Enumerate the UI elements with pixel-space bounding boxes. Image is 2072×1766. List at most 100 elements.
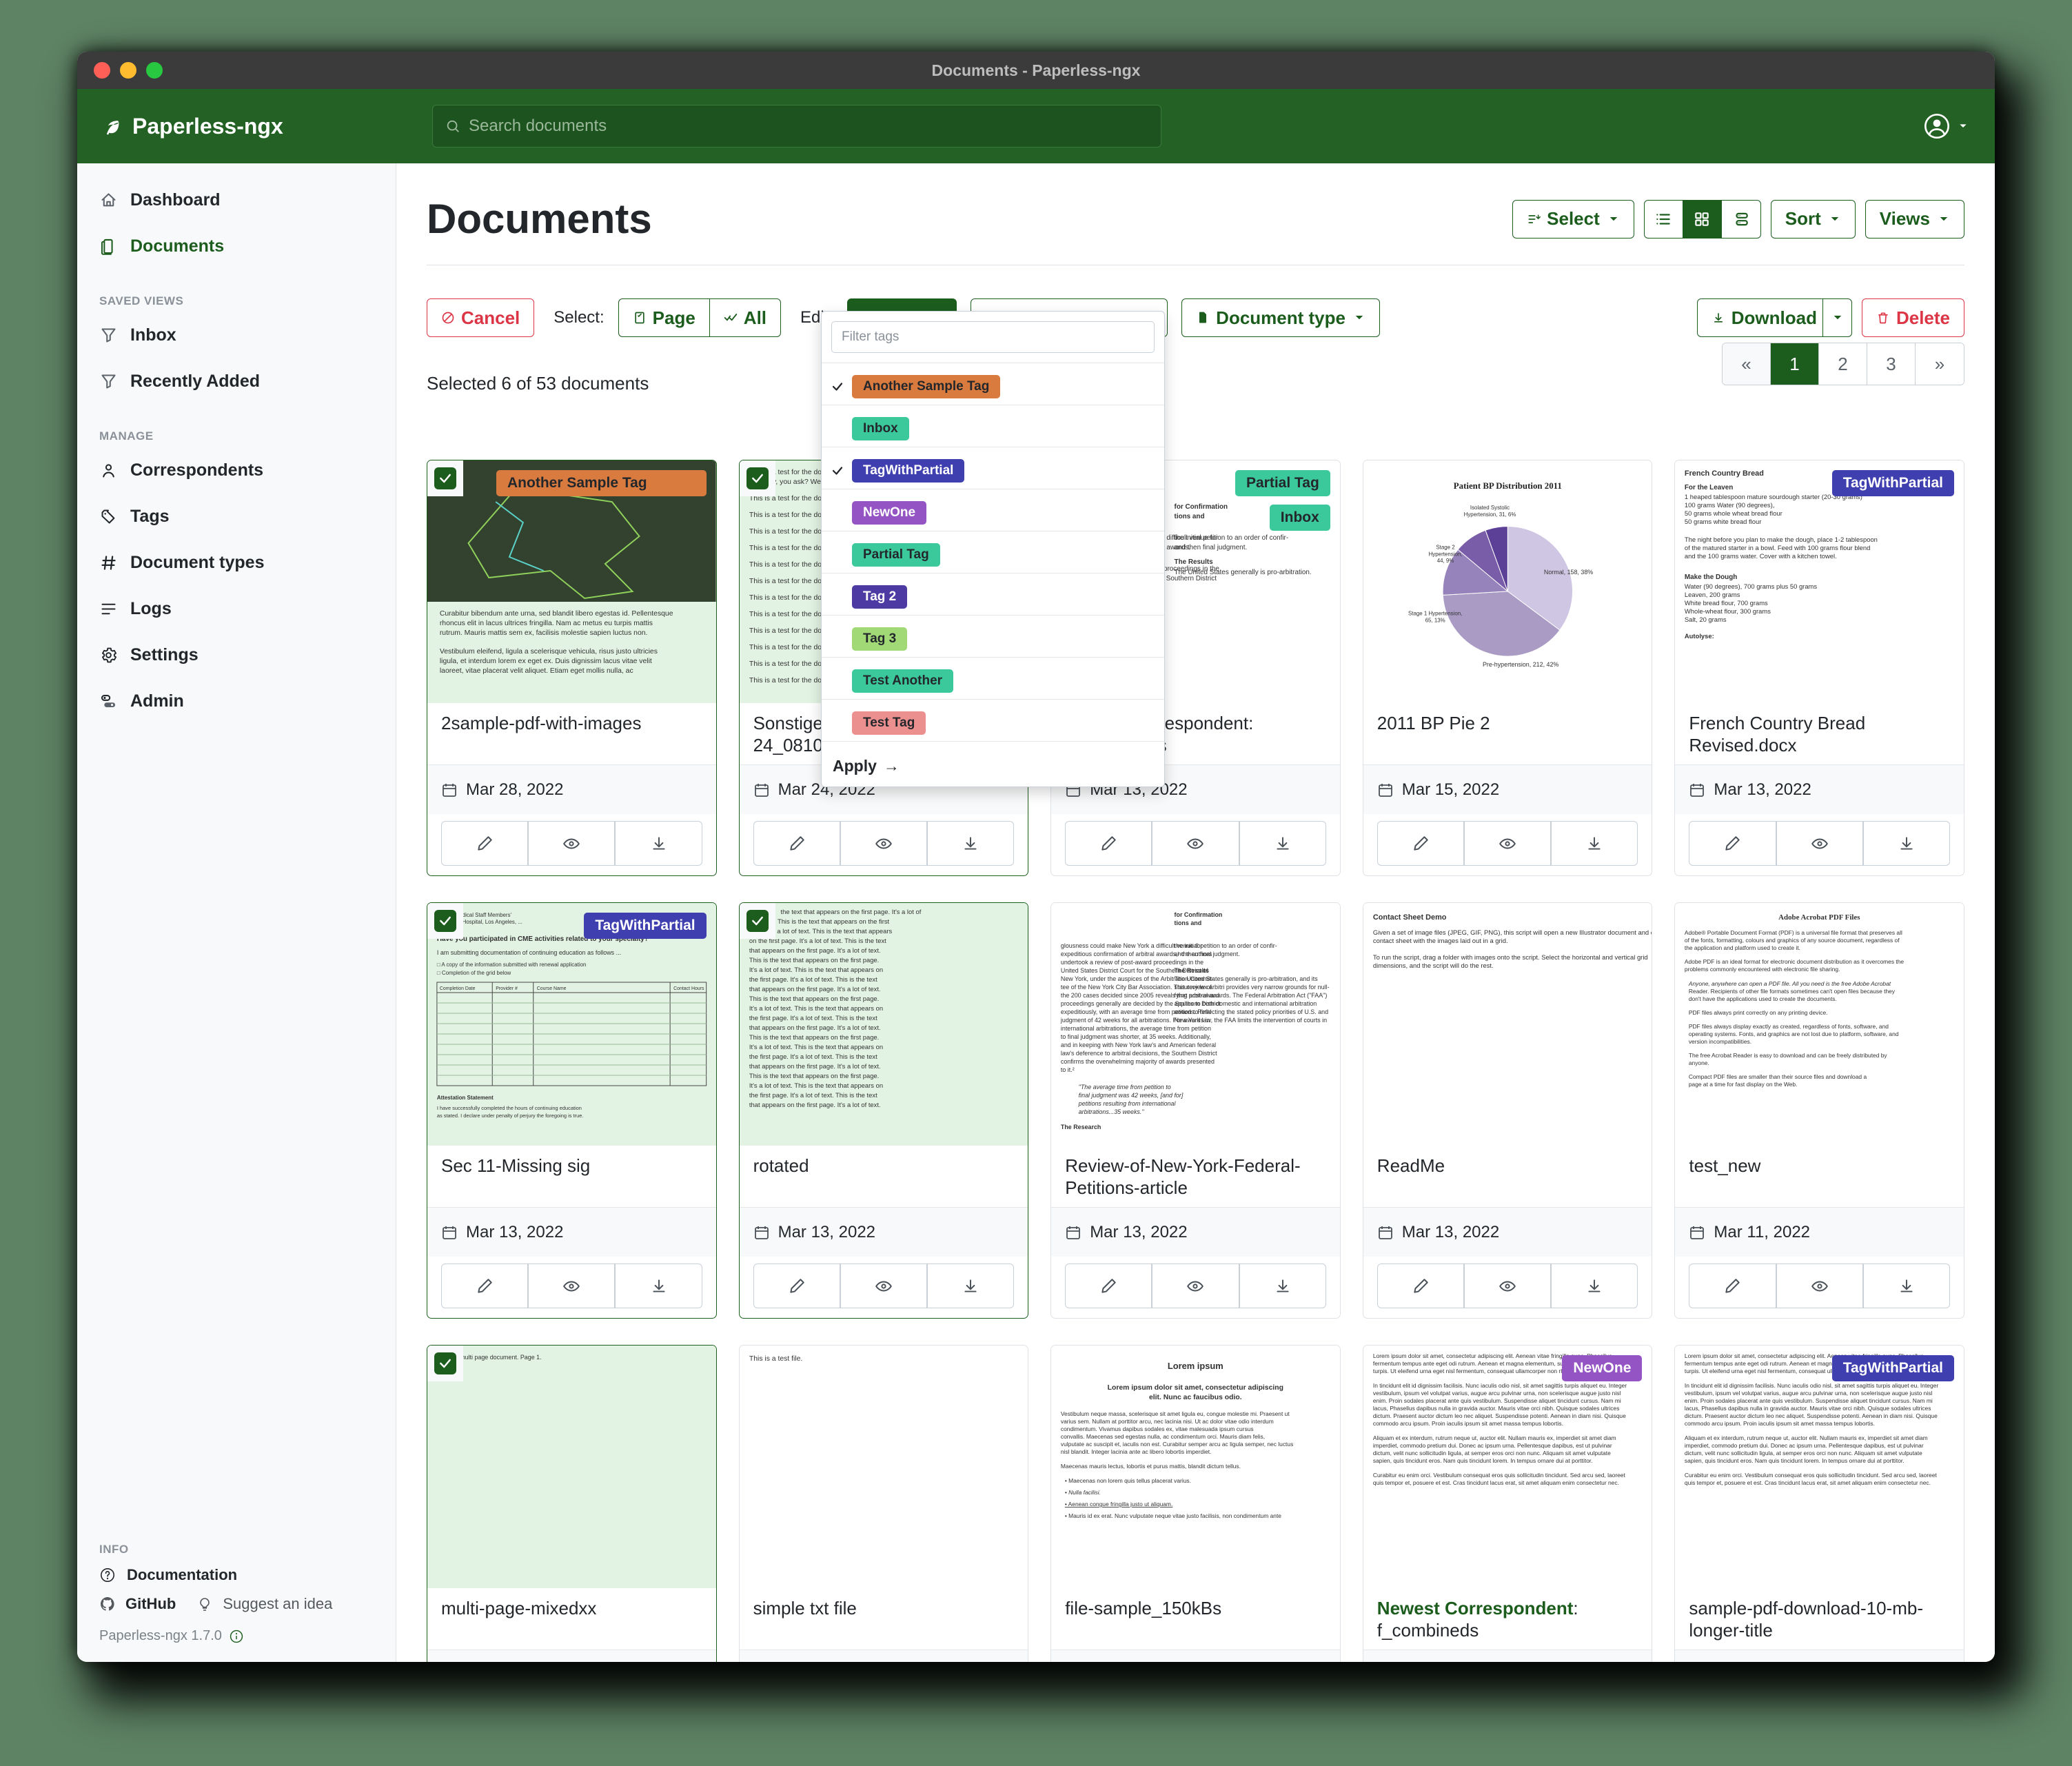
svg-text:Contact Sheet Demo: Contact Sheet Demo [1373,913,1447,922]
svg-text:and the 100 grams water. Cover: and the 100 grams water. Cover with a ki… [1685,553,1837,560]
svg-text:Aliquam et ex interdum, rutrum: Aliquam et ex interdum, rutrum neque ut,… [1685,1434,1928,1441]
svg-text:Autolyse:: Autolyse: [1685,633,1714,640]
svg-text:Pre-hypertension, 212, 42%: Pre-hypertension, 212, 42% [1483,661,1558,668]
svg-text:Hypertension, 31, 6%: Hypertension, 31, 6% [1463,511,1516,518]
svg-text:the text that appears on the f: the text that appears on the first page.… [780,909,921,916]
svg-text:enim. Proin sodales placerat a: enim. Proin sodales placerat ante quis v… [1373,1397,1621,1404]
svg-text:Anyone, anywhere can open a PD: Anyone, anywhere can open a PDF file. Al… [1688,980,1891,987]
svg-text:I have successfully completed: I have successfully completed the hours … [437,1105,582,1111]
svg-text:PDF files always display exact: PDF files always display exactly as crea… [1689,1023,1889,1030]
svg-text:It's a lot of text. This is th: It's a lot of text. This is the text tha… [749,1005,882,1013]
svg-text:To run the script, drag a fold: To run the script, drag a folder with im… [1373,954,1648,962]
svg-text:confirms the overwhelming majo: confirms the overwhelming majority of aw… [1061,1058,1215,1065]
svg-text:Make the Dough: Make the Dough [1685,574,1737,581]
svg-text:rutrum. Mauris mattis sem ex,: rutrum. Mauris mattis sem ex, facilisis … [440,629,648,637]
svg-text:applies to both domestic and i: applies to both domestic and internation… [1175,1000,1317,1007]
svg-text:French Country Bread: French Country Bread [1685,469,1764,478]
svg-text:Curabitur eu enim orci. Vestib: Curabitur eu enim orci. Vestibulum conse… [1685,1472,1938,1479]
svg-text:commodo arcu ipsum. Proin iacu: commodo arcu ipsum. Proin iaculis ipsum … [1373,1420,1563,1427]
svg-text:The free Acrobat Reader is eas: The free Acrobat Reader is easy to downl… [1689,1052,1888,1059]
svg-text:Curabitur eu enim orci. Vestib: Curabitur eu enim orci. Vestibulum conse… [1373,1472,1626,1479]
svg-text:elit. Nunc ac faucibus odio.: elit. Nunc ac faucibus odio. [1149,1394,1242,1401]
svg-text:fying arbitral awards. The Fed: fying arbitral awards. The Federal Arbit… [1175,992,1328,999]
svg-text:to final judgment was shorter,: to final judgment was shorter, at 35 wee… [1061,1033,1211,1040]
svg-text:• Nulla facilisi.: • Nulla facilisi. [1065,1489,1101,1496]
svg-text:operating systems. Fonts, and: operating systems. Fonts, and graphics a… [1689,1031,1899,1037]
svg-text:Normal, 158, 38%: Normal, 158, 38% [1544,569,1593,576]
svg-text:• Mauris id ex erat. Nunc vulp: • Mauris id ex erat. Nunc vulputate nequ… [1065,1512,1281,1519]
svg-text:100 grams Water (90 degrees),: 100 grams Water (90 degrees), [1685,502,1774,509]
svg-text:sapien, quis tincidunt eros. N: sapien, quis tincidunt eros. Nam quis ti… [1685,1457,1905,1464]
svg-text:Provider #: Provider # [496,986,518,991]
svg-text:This is the text that appears: This is the text that appears on the fir… [749,1034,878,1042]
svg-text:lacus, Phasellus dapibus nulla: lacus, Phasellus dapibus nulla in gravid… [1373,1405,1620,1412]
svg-text:statutory lex arbitri provides: statutory lex arbitri provides very narr… [1175,984,1330,991]
svg-text:It's a lot of text. This is th: It's a lot of text. This is the text tha… [749,1044,882,1051]
svg-text:Attestation Statement: Attestation Statement [437,1095,494,1101]
svg-text:It's a lot of text. This is th: It's a lot of text. This is the text tha… [749,1082,882,1090]
svg-text:sapien, quis tincidunt eros. N: sapien, quis tincidunt eros. Nam quis ti… [1373,1457,1593,1464]
svg-text:varius sem. Nullam at porttito: varius sem. Nullam at porttitor arcu, ne… [1061,1418,1274,1425]
svg-text:lacus, Phasellus dapibus nulla: lacus, Phasellus dapibus nulla in gravid… [1685,1405,1931,1412]
svg-text:Leaven, 200 grams: Leaven, 200 grams [1685,591,1740,599]
svg-text:the first page. It's a lot of: the first page. It's a lot of text. This… [749,1015,877,1022]
svg-text:dictum, velit nunc sollicitudi: dictum, velit nunc sollicitudin ligula, … [1685,1450,1922,1457]
svg-text:enim. Proin sodales placerat a: enim. Proin sodales placerat ante quis v… [1685,1397,1933,1404]
svg-text:as stated. I declare under pen: as stated. I declare under penalty of pe… [437,1113,584,1119]
svg-text:Lorem ipsum: Lorem ipsum [1168,1361,1223,1371]
svg-text:dictum. Praesent auctor dictum: dictum. Praesent auctor dictum leo nec a… [1373,1412,1626,1419]
svg-text:Adobe PDF is an ideal format f: Adobe PDF is an ideal format for electro… [1685,958,1905,965]
svg-text:□ Completion of the grid below: □ Completion of the grid below [437,970,511,976]
svg-text:Given a set of image files (JP: Given a set of image files (JPEG, GIF, P… [1373,929,1652,937]
svg-text:nisl blandit. Integer lacinia: nisl blandit. Integer lacinia ante ac li… [1061,1448,1212,1455]
svg-text:vulputate ac suscipit et, iacu: vulputate ac suscipit et, iaculis non es… [1061,1441,1293,1448]
svg-text:50 grams whole wheat bread flo: 50 grams whole wheat bread flour [1685,510,1782,518]
svg-text:The Results: The Results [1175,967,1210,974]
svg-text:an Hospital, Los Angeles, ...: an Hospital, Los Angeles, ... [455,919,522,925]
svg-text:The Results: The Results [1175,558,1214,566]
svg-text:This is a test file.: This is a test file. [749,1355,802,1363]
svg-text:that appears on the first page: that appears on the first page. It's a l… [749,947,880,955]
svg-text:Hypertension,: Hypertension, [1428,551,1462,557]
svg-text:Whole-wheat flour, 300 grams: Whole-wheat flour, 300 grams [1685,608,1771,616]
svg-text:This is the text that appears: This is the text that appears on the fir… [749,957,878,964]
svg-text:I am submitting documentation: I am submitting documentation of continu… [437,949,621,956]
svg-text:In tincidunt elit id dignissim: In tincidunt elit id dignissim facilisis… [1373,1382,1627,1389]
svg-text:international arbitrations, th: international arbitrations, the average … [1061,1025,1211,1032]
svg-text:imperdiet, commodo pretium dui: imperdiet, commodo pretium dui. Donec ac… [1685,1442,1924,1449]
svg-text:• Aenean congue fringilla just: • Aenean congue fringilla justo ut aliqu… [1065,1501,1172,1508]
svg-text:Salt, 20 grams: Salt, 20 grams [1685,616,1727,624]
svg-text:This is the text that appears: This is the text that appears on the fir… [749,1073,878,1080]
svg-text:PDF files always print correct: PDF files always print correctly on any … [1689,1009,1828,1016]
svg-text:Aliquam et ex interdum, rutrum: Aliquam et ex interdum, rutrum neque ut,… [1373,1434,1616,1441]
svg-text:that appears on the first page: that appears on the first page. It's a l… [749,1102,880,1109]
svg-text:Patient BP Distribution 2011: Patient BP Distribution 2011 [1454,481,1562,491]
svg-text:It's a lot of text. This is th: It's a lot of text. This is the text tha… [749,966,882,974]
svg-text:that appears on the first page: that appears on the first page. It's a l… [749,1024,880,1032]
svg-text:ligula, et interdum lorem ex e: ligula, et interdum lorem ex eget ex. Du… [440,658,652,665]
svg-text:of the matured starter in a bo: of the matured starter in a bowl. Feed w… [1685,545,1871,552]
svg-text:don't have the applications us: don't have the applications used to crea… [1689,995,1837,1002]
svg-text:vestibulum, ipsum vel volutpat: vestibulum, ipsum vel volutpat varius, a… [1373,1390,1621,1397]
svg-text:final judgment was 42 weeks, [: final judgment was 42 weeks, [and for] [1079,1092,1184,1099]
svg-text:a multi page document. Page 1.: a multi page document. Page 1. [455,1354,542,1361]
svg-text:Stage 1 Hypertension,: Stage 1 Hypertension, [1408,611,1462,617]
svg-text:The United States generally is: The United States generally is pro-arbit… [1175,975,1319,982]
svg-text:undertook a review of post-awa: undertook a review of post-award proceed… [1061,959,1203,966]
svg-text:Maecenas mauris lectus, lobort: Maecenas mauris lectus, lobortis et puru… [1061,1463,1241,1470]
svg-text:that appears on the first page: that appears on the first page. It's a l… [749,1063,880,1070]
svg-text:Stage 2: Stage 2 [1436,544,1454,550]
svg-text:The night before you plan to m: The night before you plan to make the do… [1685,536,1878,544]
svg-text:condimentum. Vivamus dapibus s: condimentum. Vivamus dapibus sodales ex,… [1061,1425,1254,1432]
svg-text:dictum. Praesent auctor dictum: dictum. Praesent auctor dictum leo nec a… [1685,1412,1938,1419]
svg-text:tions and: tions and [1175,920,1202,926]
svg-text:Course Name: Course Name [537,986,567,991]
svg-text:version incompatibilities.: version incompatibilities. [1689,1038,1751,1045]
svg-text:Reader. Recipients of other fi: Reader. Recipients of other file formats… [1689,988,1896,995]
svg-text:Vestibulum neque massa, sceler: Vestibulum neque massa, scelerisque sit … [1061,1410,1290,1417]
svg-text:50 grams white bread flour: 50 grams white bread flour [1685,518,1761,526]
svg-text:tions and: tions and [1175,513,1205,520]
svg-text:Adobe® Portable Document Forma: Adobe® Portable Document Format (PDF) is… [1685,929,1902,936]
svg-text:Medical Staff Members': Medical Staff Members' [455,912,512,918]
svg-text:page at a time for fast displa: page at a time for fast display on the W… [1689,1081,1798,1088]
